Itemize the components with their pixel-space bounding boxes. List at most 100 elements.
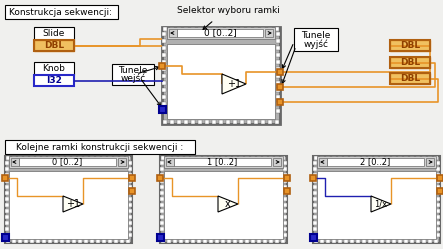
Bar (410, 239, 414, 243)
Bar (162, 32, 166, 36)
Bar (114, 239, 118, 243)
Bar (34, 27, 74, 40)
Bar (5, 197, 9, 201)
Bar (277, 84, 283, 90)
Bar (392, 239, 396, 243)
Bar (320, 156, 324, 160)
Text: Slide: Slide (43, 28, 65, 38)
Bar (114, 156, 118, 160)
Bar (159, 63, 165, 69)
Bar (128, 197, 132, 201)
Bar (356, 156, 360, 160)
Bar (281, 156, 285, 160)
Bar (332, 156, 336, 160)
Bar (313, 161, 317, 165)
Bar (128, 215, 132, 219)
Bar (356, 239, 360, 243)
Bar (6, 239, 10, 243)
Bar (162, 67, 166, 71)
Bar (436, 161, 440, 165)
Bar (436, 227, 440, 231)
Bar (160, 233, 164, 237)
Bar (350, 239, 354, 243)
Bar (284, 188, 290, 194)
Bar (5, 5, 118, 19)
Polygon shape (63, 196, 83, 212)
Bar (275, 120, 279, 124)
Bar (362, 239, 366, 243)
Bar (78, 239, 82, 243)
Bar (326, 156, 330, 160)
Bar (283, 209, 287, 213)
Bar (240, 120, 244, 124)
Text: Tunele: Tunele (301, 30, 330, 40)
Bar (410, 156, 414, 160)
Text: x: x (225, 199, 231, 209)
Bar (162, 53, 166, 57)
Bar (313, 179, 317, 183)
Bar (283, 185, 287, 189)
Bar (12, 239, 16, 243)
Bar (283, 191, 287, 195)
Text: DBL: DBL (44, 41, 64, 50)
Bar (275, 239, 279, 243)
Text: 0 [0..2]: 0 [0..2] (204, 28, 237, 38)
Bar (5, 173, 9, 177)
Bar (390, 73, 430, 84)
Bar (277, 69, 283, 75)
Bar (313, 203, 317, 207)
Bar (126, 156, 130, 160)
Bar (404, 156, 408, 160)
Bar (162, 27, 280, 124)
Bar (254, 27, 258, 31)
Bar (108, 239, 112, 243)
Bar (5, 215, 9, 219)
Bar (129, 175, 135, 181)
Bar (317, 156, 436, 168)
Bar (42, 156, 46, 160)
Bar (392, 156, 396, 160)
Bar (166, 158, 174, 166)
Bar (162, 81, 166, 85)
Bar (314, 239, 318, 243)
Bar (390, 40, 430, 51)
Text: Kolejne ramki konstrukcji sekwencji :: Kolejne ramki konstrukcji sekwencji : (16, 142, 184, 151)
Bar (177, 120, 181, 124)
Bar (36, 156, 40, 160)
Bar (18, 156, 22, 160)
Bar (120, 156, 124, 160)
Bar (72, 239, 76, 243)
Bar (313, 221, 317, 225)
Bar (251, 239, 255, 243)
Bar (344, 156, 348, 160)
Bar (338, 239, 342, 243)
Bar (313, 215, 317, 219)
Bar (160, 167, 164, 171)
Bar (157, 175, 163, 181)
Bar (197, 156, 201, 160)
Bar (313, 233, 317, 237)
Bar (162, 95, 166, 99)
Text: Knob: Knob (43, 63, 66, 72)
Bar (226, 120, 230, 124)
Bar (283, 227, 287, 231)
Bar (129, 188, 135, 194)
Bar (251, 156, 255, 160)
Bar (233, 239, 237, 243)
Bar (209, 156, 213, 160)
Bar (160, 215, 164, 219)
Bar (164, 171, 283, 239)
Bar (245, 156, 249, 160)
Bar (160, 227, 164, 231)
Bar (283, 179, 287, 183)
Bar (128, 179, 132, 183)
Bar (276, 88, 280, 92)
Bar (313, 173, 317, 177)
Bar (310, 234, 317, 241)
Text: 1/x: 1/x (374, 199, 388, 208)
Bar (160, 179, 164, 183)
Bar (160, 191, 164, 195)
Text: 1 [0..2]: 1 [0..2] (207, 158, 237, 167)
Bar (84, 239, 88, 243)
Bar (275, 27, 279, 31)
